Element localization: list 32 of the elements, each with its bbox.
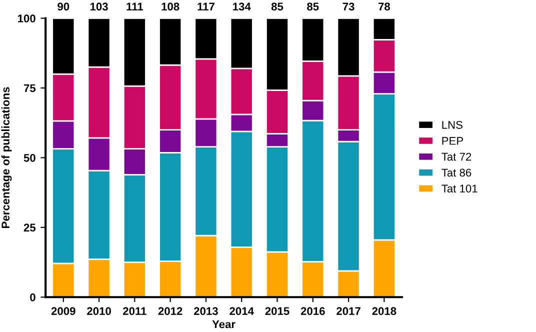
annotation: 108 (162, 2, 180, 11)
legend-label: Tat 86 (442, 168, 472, 177)
annotation: 134 (233, 2, 251, 11)
y-tick-label: 0 (30, 293, 36, 302)
x-tick-label: 2018 (372, 307, 396, 316)
x-tick-label: 2012 (158, 307, 182, 316)
legend-label: LNS (442, 120, 462, 129)
annotation: 117 (198, 2, 214, 10)
x-tick-label: 2009 (51, 307, 76, 316)
x-axis-title: Year (212, 320, 236, 328)
annotation: 73 (342, 2, 354, 11)
x-tick-label: 2015 (265, 307, 290, 316)
legend-label: PEP (442, 137, 463, 145)
annotation: 90 (58, 2, 70, 11)
x-tick-label: 2017 (336, 307, 360, 316)
y-tick-label: 25 (24, 224, 36, 232)
y-tick-label: 50 (24, 154, 36, 162)
y-axis-title: Percentage of publications (1, 87, 12, 228)
annotation: 103 (90, 2, 108, 11)
annotation: 111 (126, 2, 144, 10)
x-tick-label: 2010 (87, 307, 111, 316)
x-tick-label: 2014 (230, 307, 254, 316)
x-tick-label: 2013 (194, 307, 218, 316)
annotation: 78 (378, 2, 390, 11)
annotation: 85 (307, 2, 319, 11)
annotation: 85 (271, 2, 284, 11)
y-tick-label: 100 (18, 14, 36, 22)
legend-label: Tat 72 (442, 152, 472, 161)
x-tick-label: 2011 (123, 307, 146, 316)
y-tick-label: 75 (24, 84, 36, 92)
x-tick-label: 2016 (300, 307, 325, 316)
legend-label: Tat 101 (442, 184, 478, 193)
